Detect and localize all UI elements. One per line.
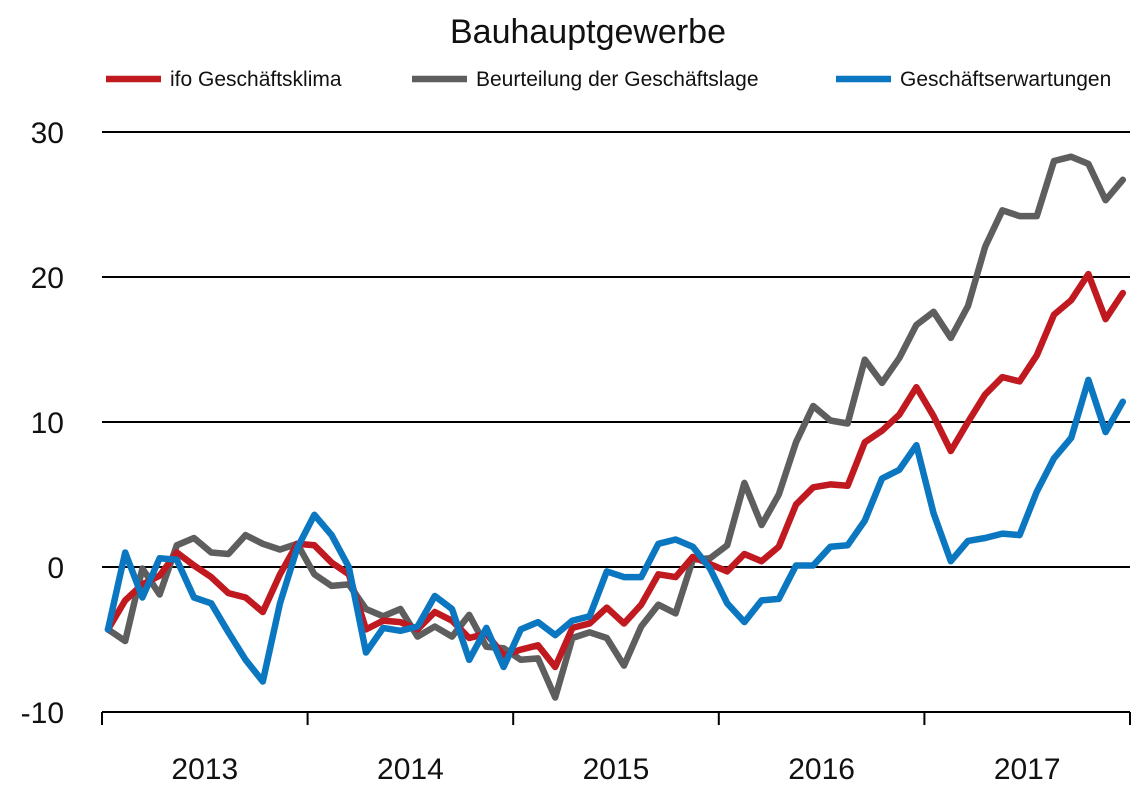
legend-label: Beurteilung der Geschäftslage [476, 68, 759, 91]
y-tick-label: 0 [47, 552, 64, 585]
x-axis [101, 711, 1131, 725]
series-line-2 [104, 153, 1127, 701]
x-tick-label: 2014 [377, 753, 444, 786]
gridlines [102, 131, 1130, 568]
legend-item: Geschäftserwartungen [836, 68, 1111, 91]
y-tick-label: -10 [21, 697, 64, 730]
legend-label: Geschäftserwartungen [900, 68, 1111, 91]
legend: ifo Geschäftsklima Beurteilung der Geschä… [106, 68, 1111, 91]
y-tick-label: 20 [31, 262, 64, 295]
y-axis-labels: 30 20 10 0 -10 [21, 117, 64, 730]
x-tick-label: 2013 [171, 753, 238, 786]
y-tick-label: 30 [31, 117, 64, 150]
legend-item: ifo Geschäftsklima [106, 68, 342, 91]
x-tick-label: 2015 [583, 753, 650, 786]
y-tick-label: 10 [31, 407, 64, 440]
legend-label: ifo Geschäftsklima [170, 68, 342, 91]
chart-title: Bauhauptgewerbe [450, 13, 726, 51]
x-tick-label: 2017 [994, 753, 1061, 786]
series-line-1 [104, 270, 1127, 671]
series-lines [104, 153, 1127, 701]
series-line-3 [104, 376, 1127, 685]
legend-item: Beurteilung der Geschäftslage [412, 68, 759, 91]
x-tick-label: 2016 [788, 753, 855, 786]
x-axis-labels: 2013 2014 2015 2016 2017 [171, 753, 1060, 786]
